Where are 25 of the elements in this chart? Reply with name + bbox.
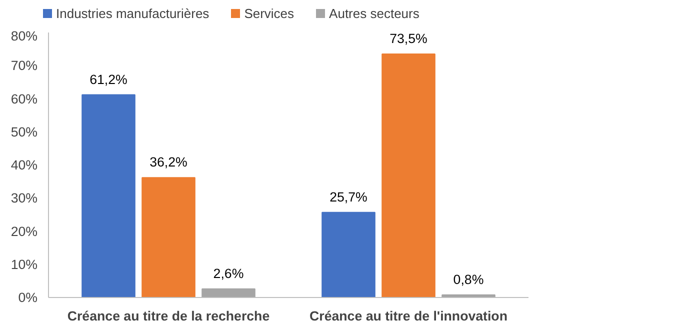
y-tick-label: 60% xyxy=(10,91,38,106)
data-label: 73,5% xyxy=(390,31,428,46)
legend-label: Industries manufacturières xyxy=(56,6,210,21)
legend-label: Services xyxy=(244,6,294,21)
y-tick-label: 80% xyxy=(10,28,38,44)
data-label: 25,7% xyxy=(330,189,368,204)
x-tick-label: Créance au titre de la recherche xyxy=(67,308,270,324)
bar xyxy=(322,212,376,298)
data-label: 36,2% xyxy=(150,154,188,170)
y-tick-label: 20% xyxy=(10,224,38,239)
y-tick-label: 0% xyxy=(18,290,38,305)
legend-label: Autres secteurs xyxy=(329,6,420,21)
bar xyxy=(202,288,256,298)
bar xyxy=(142,177,196,298)
y-tick-label: 10% xyxy=(10,256,38,272)
y-tick-label: 40% xyxy=(10,158,38,172)
y-tick-label: 30% xyxy=(10,190,38,206)
y-tick-label: 50% xyxy=(10,124,38,140)
data-label: 61,2% xyxy=(90,72,128,87)
data-label: 0,8% xyxy=(453,272,484,287)
bar xyxy=(382,54,436,298)
y-tick-label: 70% xyxy=(10,58,38,74)
data-label: 2,6% xyxy=(213,266,244,281)
bar xyxy=(82,94,136,298)
x-tick-label: Créance au titre de l'innovation xyxy=(310,308,508,324)
